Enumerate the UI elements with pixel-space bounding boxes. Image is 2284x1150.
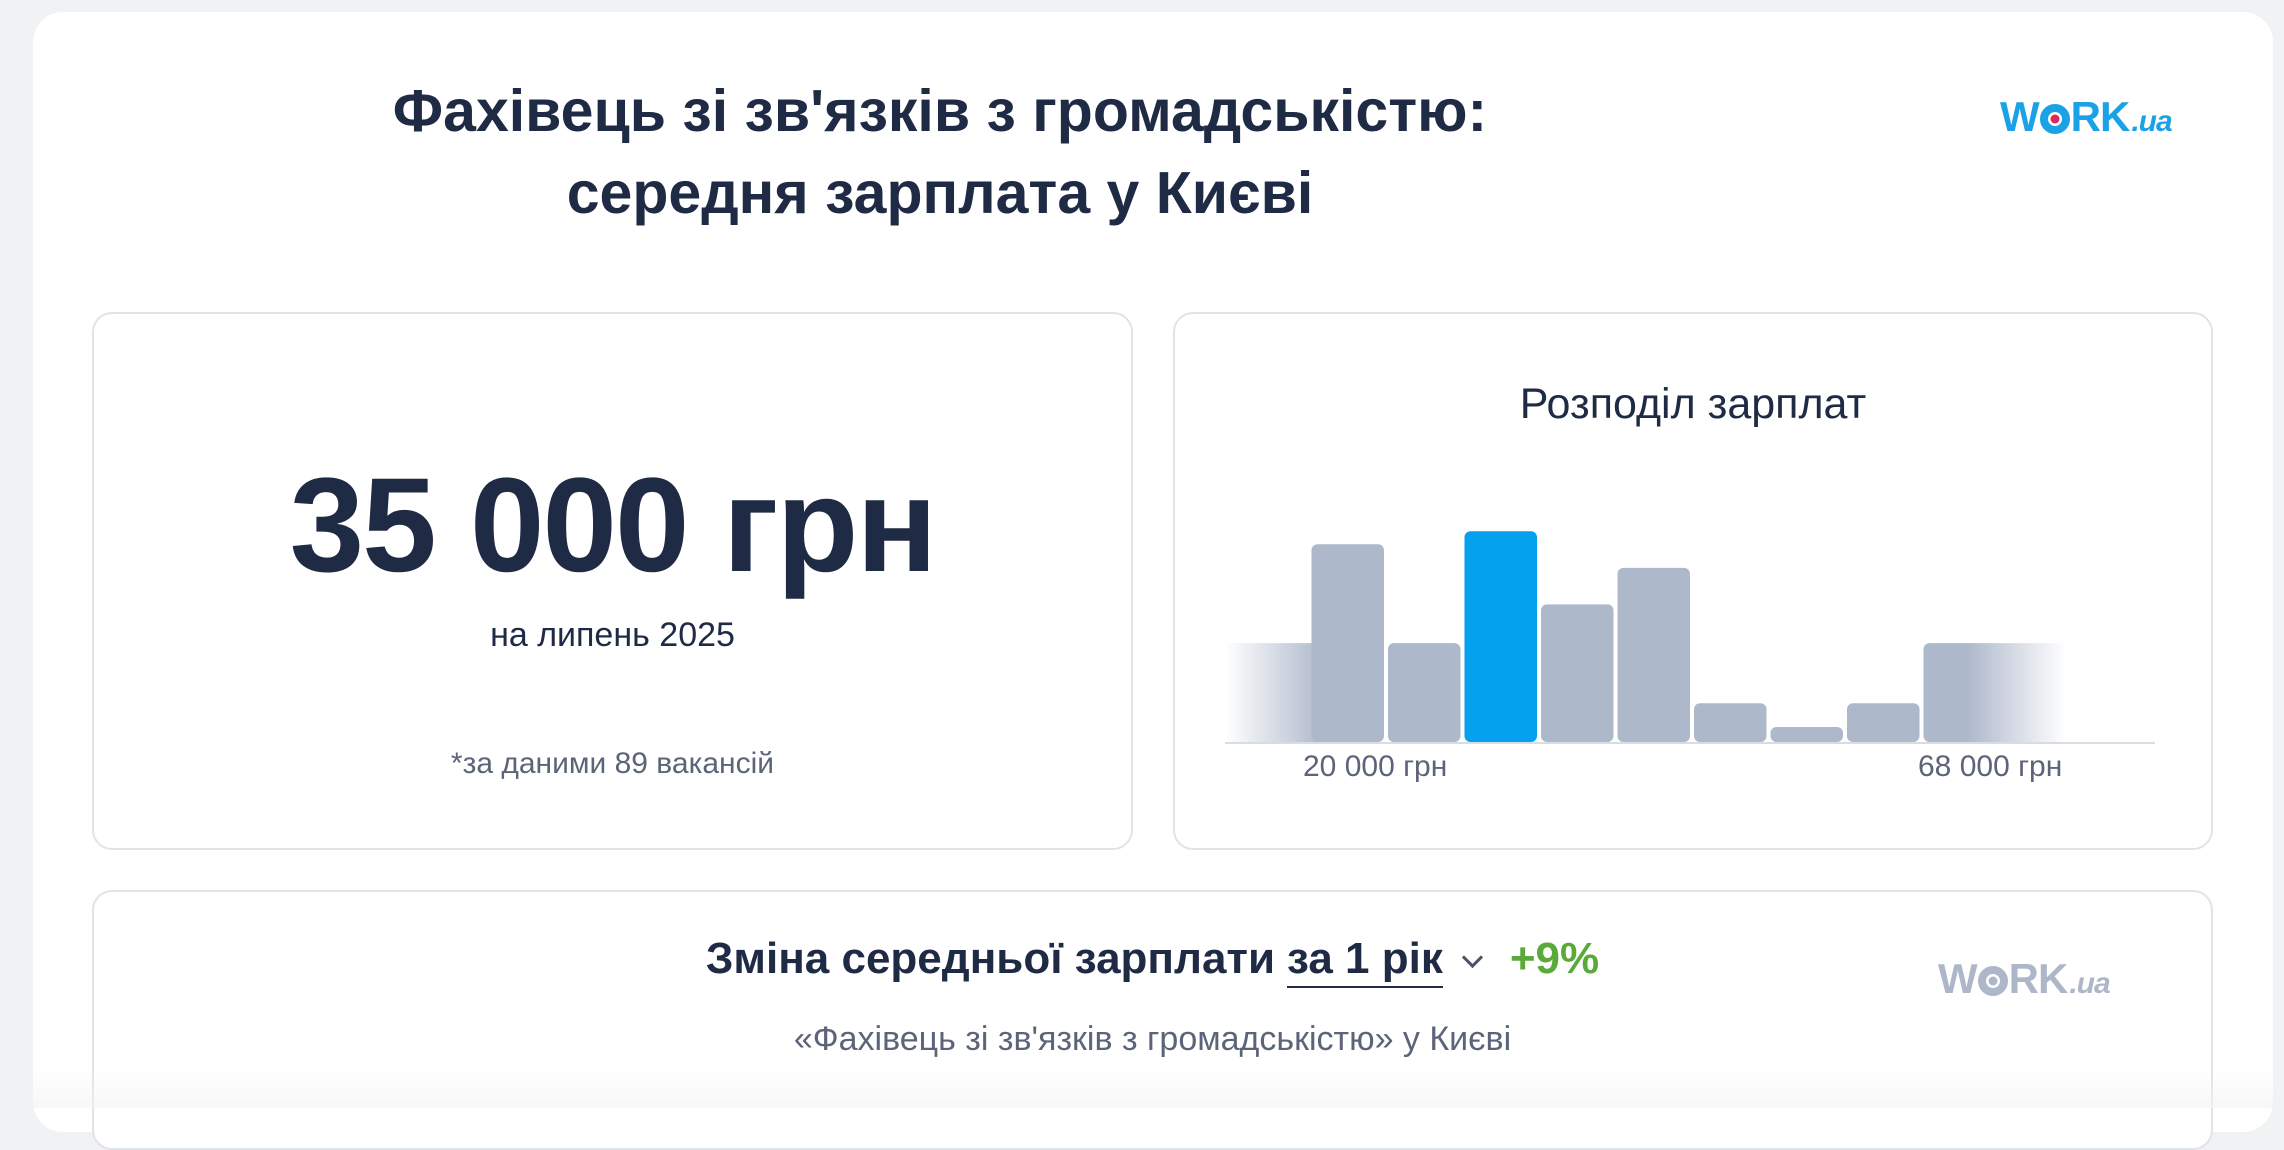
salary-change-subtitle: «Фахівець зі зв'язків з громадськістю» у… [793, 1020, 1512, 1058]
vacancies-note: *за даними 89 вакансій [450, 747, 775, 780]
x-tick-label-min: 20 000 грн [1303, 750, 1448, 783]
salary-change-value: +9% [1509, 934, 1600, 983]
logo-letters-rk: RK [2070, 93, 2131, 140]
logo-suffix: .ua [2131, 105, 2172, 138]
distribution-bar [1847, 703, 1920, 742]
salary-date: на липень 2025 [490, 616, 735, 654]
period-select[interactable]: за 1 рік [1287, 934, 1443, 988]
distribution-bar-current [1464, 531, 1537, 742]
distribution-bar [1541, 604, 1614, 742]
salary-change-panel: Зміна середньої зарплати за 1 рік +9% «Ф… [92, 890, 2213, 1150]
average-salary-panel: 35 000 грн на липень 2025 *за даними 89 … [92, 312, 1133, 850]
logo-letters-rk: RK [2008, 955, 2069, 1002]
distribution-chart [1225, 531, 2155, 744]
logo-letter-w: W [2000, 93, 2040, 140]
distribution-bar [1694, 703, 1767, 742]
distribution-bar [1617, 567, 1690, 742]
logo-o-icon [2039, 104, 2070, 134]
logo-o-icon [1977, 966, 2008, 996]
x-tick-label-max: 68 000 грн [1918, 750, 2063, 783]
distribution-title: Розподіл зарплат [1519, 380, 1867, 428]
average-salary-value: 35 000 грн [289, 451, 938, 600]
salary-change-label: Зміна середньої зарплати [705, 934, 1276, 983]
distribution-bar [1311, 544, 1384, 742]
logo-suffix: .ua [2069, 967, 2110, 1000]
work-ua-logo-muted: W RK .ua [1938, 955, 2111, 1003]
salary-change-heading: Зміна середньої зарплати за 1 рік +9% [94, 934, 2211, 988]
work-ua-logo[interactable]: W RK .ua [2000, 93, 2173, 141]
page-title: Фахівець зі зв'язків з громадськістю: се… [392, 78, 1488, 226]
distribution-bar [1923, 643, 2066, 742]
salary-distribution-panel: Розподіл зарплат 20 000 грн 68 000 грн [1173, 312, 2213, 850]
distribution-bar [1770, 726, 1843, 742]
logo-letter-w: W [1938, 955, 1978, 1002]
distribution-bar [1388, 643, 1461, 742]
chevron-down-icon[interactable] [1461, 946, 1483, 969]
